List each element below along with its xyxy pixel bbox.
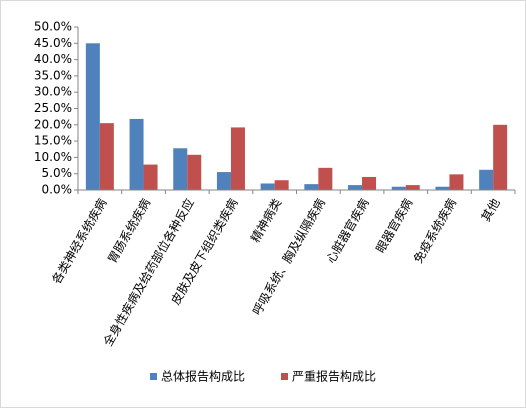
bar [479, 169, 494, 190]
bar [129, 118, 144, 190]
bar [318, 167, 333, 190]
y-tick-label: 50.0% [34, 20, 72, 34]
bar [362, 176, 377, 190]
y-tick-label: 20.0% [34, 117, 72, 131]
bar [449, 174, 464, 190]
legend-label: 总体报告构成比 [161, 369, 245, 384]
y-tick-label: 25.0% [34, 101, 72, 115]
y-tick-label: 15.0% [34, 134, 72, 148]
bar [435, 186, 450, 190]
bar [274, 180, 289, 190]
bar [216, 172, 231, 190]
bar [187, 154, 202, 190]
bar [99, 123, 114, 190]
legend-swatch [150, 373, 157, 380]
bar [493, 124, 508, 190]
bar [260, 183, 275, 190]
y-tick-label: 30.0% [34, 85, 72, 99]
y-tick-label: 10.0% [34, 150, 72, 164]
y-tick-label: 40.0% [34, 52, 72, 66]
y-tick-label: 5.0% [42, 166, 73, 180]
y-tick-label: 0.0% [42, 183, 73, 197]
y-tick-label: 45.0% [34, 36, 72, 50]
bar [85, 43, 100, 190]
legend-swatch [281, 373, 288, 380]
bar [173, 148, 188, 190]
bar [348, 185, 363, 190]
legend-label: 严重报告构成比 [292, 369, 376, 384]
bar [391, 186, 406, 190]
bar [230, 127, 245, 190]
bar [405, 185, 420, 190]
bar [304, 184, 319, 190]
bar [143, 164, 158, 190]
y-tick-label: 35.0% [34, 68, 72, 82]
